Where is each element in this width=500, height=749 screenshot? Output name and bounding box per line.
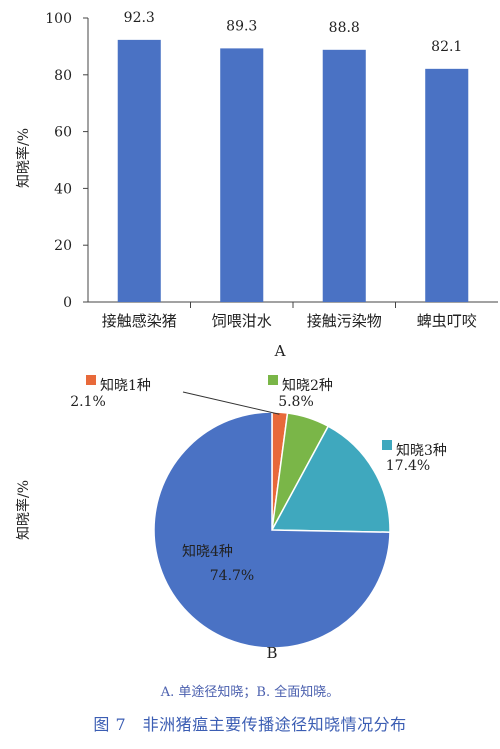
- x-category-label: 接触感染猪: [102, 312, 177, 330]
- bar-series: 92.3 89.3 88.8 82.1: [117, 10, 469, 302]
- chart-canvas: 知晓率/% 0 20 40 60 80 100 92.3 89.3 88.8 82.1 接触感染…: [15, 10, 498, 662]
- pie-category-label: 知晓2种: [282, 377, 333, 394]
- legend-swatch: [86, 375, 96, 385]
- bar: [322, 49, 366, 302]
- leader-line: [182, 391, 280, 415]
- pie-value-label: 5.8%: [278, 394, 314, 410]
- pie-value-label: 2.1%: [70, 394, 106, 410]
- pie-value-label: 74.7%: [210, 568, 254, 584]
- y-tick-label: 20: [54, 238, 72, 254]
- x-category-label: 接触污染物: [307, 312, 382, 330]
- figure-notes: A. 单途径知晓；B. 全面知晓。: [160, 685, 340, 700]
- pie-y-axis-label: 知晓率/%: [15, 480, 32, 540]
- bar-value-label: 89.3: [226, 18, 257, 34]
- figure-title: 图 7 非洲猪瘟主要传播途径知晓情况分布: [93, 715, 407, 734]
- legend-swatch: [268, 375, 278, 385]
- bar-y-ticks: 0 20 40 60 80 100: [45, 11, 88, 311]
- legend-swatch: [382, 440, 392, 450]
- pie-slice: [153, 411, 391, 649]
- bar-value-label: 92.3: [124, 10, 155, 26]
- y-tick-label: 100: [45, 11, 72, 27]
- bar-value-label: 82.1: [431, 39, 462, 55]
- bar: [425, 68, 469, 302]
- pie-category-label: 知晓1种: [100, 377, 151, 394]
- pie-category-label: 知晓4种: [182, 543, 233, 560]
- bar-category-labels: 接触感染猪 饲喂泔水 接触污染物 蜱虫叮咬: [102, 302, 477, 330]
- bar: [117, 39, 161, 302]
- panel-a-label: A: [274, 342, 286, 360]
- bar: [220, 48, 264, 302]
- y-tick-label: 60: [54, 125, 72, 141]
- panel-b-label: B: [266, 644, 277, 662]
- pie-slice: [270, 425, 391, 533]
- y-tick-label: 40: [54, 181, 72, 197]
- x-category-label: 饲喂泔水: [212, 312, 272, 330]
- pie-slices: [153, 411, 391, 649]
- bar-y-axis-label: 知晓率/%: [15, 128, 32, 188]
- y-tick-label: 0: [63, 295, 72, 311]
- y-tick-label: 80: [54, 68, 72, 84]
- pie-value-label: 17.4%: [386, 458, 430, 474]
- bar-value-label: 88.8: [329, 20, 360, 36]
- bar-chart-panel: 知晓率/% 0 20 40 60 80 100 92.3 89.3 88.8 82.1 接触感染…: [15, 10, 498, 360]
- x-category-label: 蜱虫叮咬: [417, 312, 477, 330]
- pie-category-label: 知晓3种: [396, 442, 447, 459]
